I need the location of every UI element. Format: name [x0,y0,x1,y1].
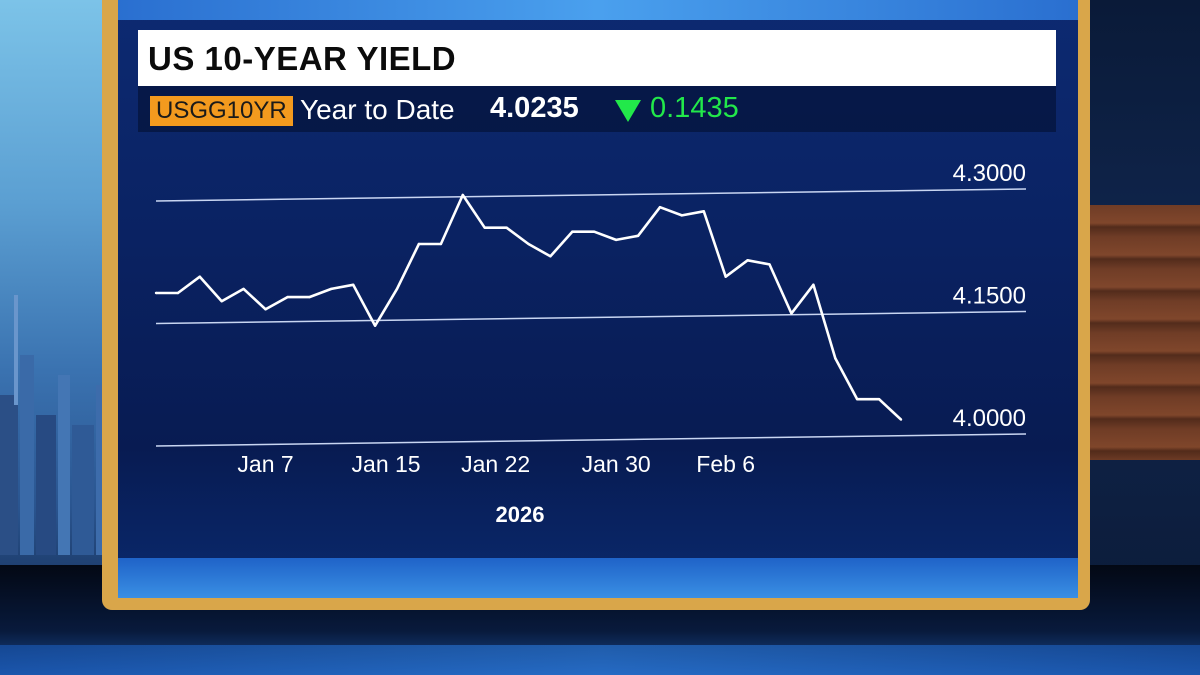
data-point [527,242,530,246]
data-point [899,418,903,421]
data-point [790,312,793,315]
data-point [724,275,727,278]
data-point [571,230,574,233]
data-point [877,397,881,401]
data-point [855,397,859,401]
studio-background-left [0,0,110,675]
screen-top-band [118,0,1078,20]
x-tick-label: Jan 15 [352,451,421,477]
change-value: 0.1435 [650,92,739,124]
data-point [220,299,223,303]
data-point [812,283,815,287]
data-point [439,242,443,246]
data-point [702,210,705,213]
quote-bar: USGG10YR Year to Date 4.0235 0.1435 [138,86,1056,132]
period-label: Year to Date [300,94,455,125]
down-arrow-icon [615,100,641,122]
gridline [155,310,1027,325]
chart-title: US 10-YEAR YIELD [148,40,457,77]
data-point [395,287,399,291]
floor-light [0,645,1200,675]
data-point [264,308,267,311]
gridline [155,433,1027,447]
data-point [154,291,158,295]
data-point [658,206,662,209]
data-point [593,230,596,233]
y-tick-label: 4.0000 [953,405,1026,432]
chart-screen: US 10-YEAR YIELD USGG10YR Year to Date 4… [118,0,1078,598]
gridline [155,188,1027,202]
data-point [483,226,486,229]
x-tick-label: Jan 30 [582,451,651,477]
screen-bottom-band [118,558,1078,598]
studio-background-right [1080,0,1200,675]
data-point [198,275,202,278]
last-value: 4.0235 [490,92,579,124]
data-point [680,214,684,217]
x-tick-label: Jan 22 [461,451,530,477]
data-point [505,226,508,229]
x-tick-label: Jan 7 [237,451,293,477]
title-bar: US 10-YEAR YIELD [138,30,1056,86]
data-point [614,238,618,242]
y-tick-label: 4.3000 [953,160,1026,187]
data-point [834,357,837,360]
data-point [176,291,180,295]
data-point [286,295,289,299]
data-point [417,242,421,246]
data-point [352,283,355,287]
yield-series-line [156,193,902,421]
data-point [242,287,245,291]
yield-line-chart: 4.3000 4.1500 4.0000 Jan 7 Jan 15 Jan 22 Jan 3… [154,160,1027,527]
data-point [373,324,377,327]
data-point [330,287,333,291]
data-point [768,263,771,266]
data-point [636,234,640,238]
data-point [461,193,464,197]
x-tick-label: Feb 6 [696,451,755,477]
city-skyline-image [0,295,110,555]
data-point [308,295,311,299]
wood-panel [1090,205,1200,460]
data-point [746,259,749,262]
x-axis-label: 2026 [496,502,545,527]
ticker-badge: USGG10YR [150,96,293,126]
y-tick-label: 4.1500 [953,283,1026,310]
data-point [549,255,552,258]
